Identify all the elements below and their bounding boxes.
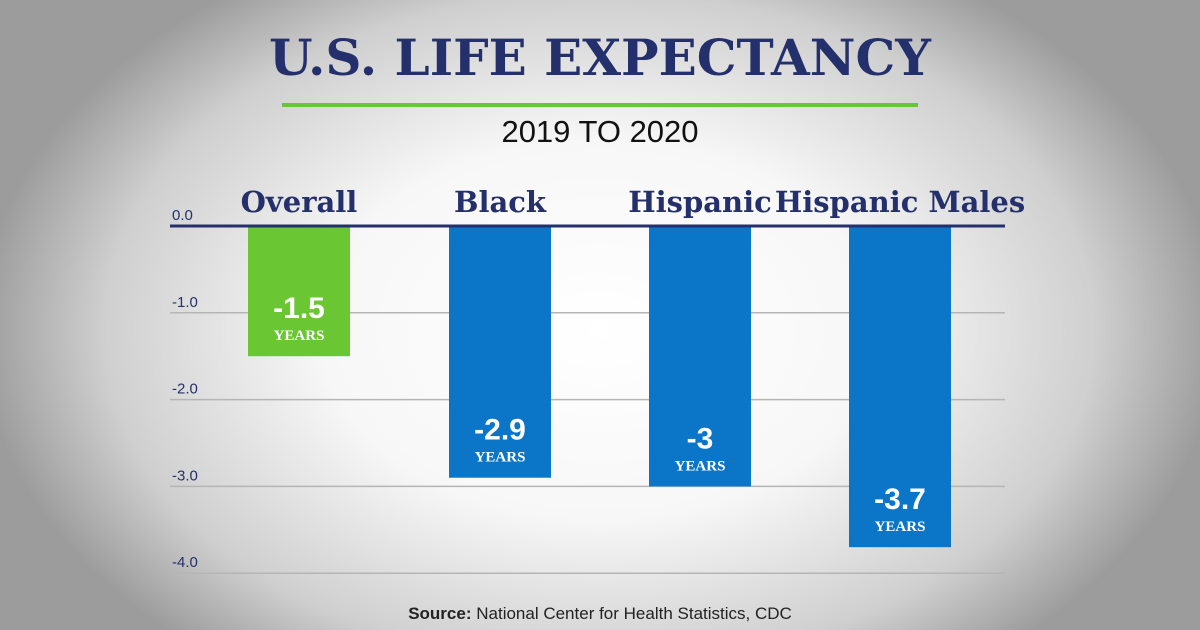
y-tick-label: -2.0 bbox=[172, 381, 198, 398]
bar-overall bbox=[248, 227, 350, 357]
bar-black bbox=[449, 227, 551, 478]
chart-title: U.S. LIFE EXPECTANCY bbox=[269, 28, 931, 87]
data-label: -3.7 bbox=[874, 483, 926, 516]
unit-label: YEARS bbox=[675, 458, 726, 474]
bar-hispanic bbox=[649, 227, 751, 487]
y-tick-label: -1.0 bbox=[172, 294, 198, 311]
category-label: Black bbox=[454, 185, 547, 219]
y-tick-label: -4.0 bbox=[172, 554, 198, 571]
y-tick-label: 0.0 bbox=[172, 207, 193, 224]
unit-label: YEARS bbox=[475, 450, 526, 466]
data-label: -3 bbox=[687, 422, 714, 455]
title-underline bbox=[282, 103, 918, 107]
data-label: -2.9 bbox=[474, 414, 526, 447]
y-tick-label: -3.0 bbox=[172, 467, 198, 484]
source-note: Source: National Center for Health Stati… bbox=[0, 604, 1200, 624]
chart-subtitle: 2019 TO 2020 bbox=[501, 114, 699, 149]
source-text: National Center for Health Statistics, C… bbox=[476, 604, 792, 623]
category-label: Hispanic Males bbox=[775, 185, 1025, 219]
data-label: -1.5 bbox=[273, 292, 325, 325]
category-label: Overall bbox=[241, 185, 358, 219]
bar-hispanic-males bbox=[849, 227, 951, 548]
category-label: Hispanic bbox=[628, 185, 772, 219]
source-label: Source: bbox=[408, 604, 472, 623]
unit-label: YEARS bbox=[274, 328, 325, 344]
unit-label: YEARS bbox=[875, 519, 926, 535]
